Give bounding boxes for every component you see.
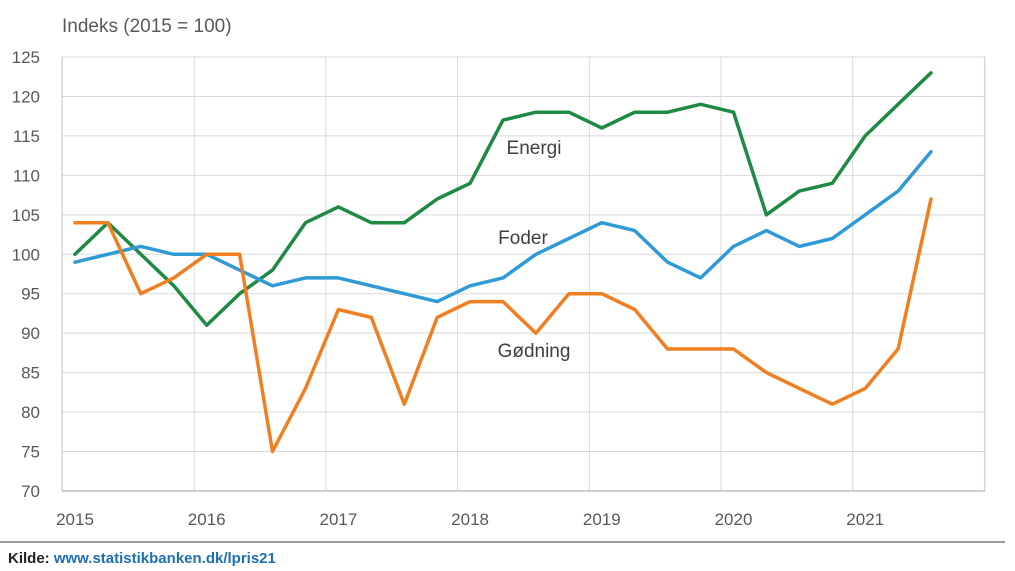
series-line-g-dning	[73, 197, 933, 454]
gridlines	[62, 56, 986, 491]
y-tick-label: 85	[21, 364, 40, 383]
x-tick-label: 2021	[846, 510, 884, 529]
y-tick-labels: 70 75 80 85 90 95 100 105 110 115 120 125	[12, 48, 40, 501]
y-tick-label: 95	[21, 285, 40, 304]
x-tick-label: 2015	[56, 510, 94, 529]
y-tick-label: 80	[21, 403, 40, 422]
y-axis-title: Indeks (2015 = 100)	[62, 16, 232, 37]
source-label: Kilde:	[8, 550, 50, 567]
series-label-g-dning: Gødning	[498, 341, 571, 362]
source-link[interactable]: www.statistikbanken.dk/lpris21	[53, 550, 276, 567]
y-tick-label: 70	[21, 482, 40, 501]
x-tick-label: 2020	[715, 510, 753, 529]
source-divider	[0, 541, 1005, 543]
x-tick-label: 2019	[583, 510, 621, 529]
x-tick-labels: 2015 2016 2017 2018 2019 2020 2021	[56, 510, 884, 529]
y-tick-label: 105	[12, 206, 40, 225]
series-lines	[73, 71, 933, 454]
x-tick-label: 2017	[319, 510, 357, 529]
axes	[61, 57, 985, 492]
series-label-foder: Foder	[498, 228, 548, 249]
y-tick-label: 125	[12, 48, 40, 67]
x-tick-label: 2018	[451, 510, 489, 529]
y-tick-label: 120	[12, 87, 40, 106]
series-labels: Energi Foder Gødning	[498, 138, 571, 362]
series-label-energi: Energi	[507, 138, 562, 159]
x-tick-label: 2016	[188, 510, 226, 529]
y-tick-label: 90	[21, 324, 40, 343]
y-tick-label: 75	[21, 443, 40, 462]
y-tick-label: 100	[12, 245, 40, 264]
y-tick-label: 115	[13, 127, 40, 146]
series-line-energi	[73, 71, 933, 328]
series-line-foder	[73, 149, 933, 304]
source-line: Kilde: www.statistikbanken.dk/lpris21	[8, 550, 276, 567]
y-tick-label: 110	[13, 166, 40, 185]
